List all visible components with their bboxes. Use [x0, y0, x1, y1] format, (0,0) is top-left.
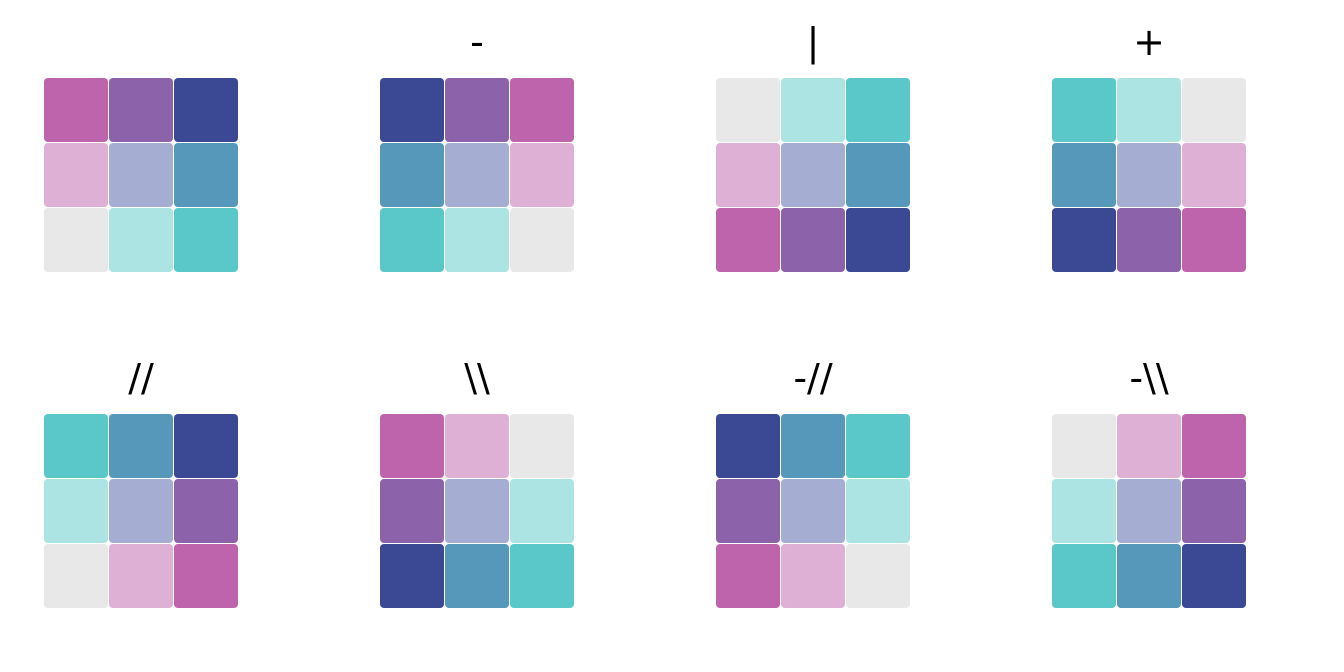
- color-cell: [846, 78, 910, 142]
- color-cell: [109, 208, 173, 272]
- color-cell: [716, 414, 780, 478]
- color-cell: [1117, 78, 1181, 142]
- color-cell: [716, 208, 780, 272]
- color-cell: [1182, 479, 1246, 543]
- color-cell: [1117, 479, 1181, 543]
- color-grid: [44, 414, 238, 608]
- panel-negated-diagonal-backward: -\\: [1052, 348, 1246, 608]
- color-cell: [380, 544, 444, 608]
- color-cell: [44, 479, 108, 543]
- color-cell: [380, 479, 444, 543]
- panel-rotate-180: +: [1052, 12, 1246, 272]
- color-cell: [44, 414, 108, 478]
- color-cell: [846, 479, 910, 543]
- color-cell: [445, 479, 509, 543]
- color-cell: [109, 479, 173, 543]
- panel-flip-horizontal: -: [380, 12, 574, 272]
- color-cell: [44, 208, 108, 272]
- panel-negated-diagonal-forward: -//: [716, 348, 910, 608]
- panel-flip-vertical: |: [716, 12, 910, 272]
- panel-label: //: [128, 356, 154, 400]
- color-cell: [44, 143, 108, 207]
- color-cell: [781, 544, 845, 608]
- color-cell: [1052, 143, 1116, 207]
- color-cell: [781, 414, 845, 478]
- color-cell: [781, 78, 845, 142]
- color-cell: [174, 544, 238, 608]
- color-cell: [174, 143, 238, 207]
- color-cell: [445, 544, 509, 608]
- color-cell: [1052, 479, 1116, 543]
- color-cell: [510, 208, 574, 272]
- color-cell: [445, 208, 509, 272]
- panel-label: +: [1133, 20, 1165, 64]
- color-cell: [846, 208, 910, 272]
- color-cell: [174, 479, 238, 543]
- color-cell: [1182, 414, 1246, 478]
- color-grid: [1052, 414, 1246, 608]
- color-cell: [1182, 143, 1246, 207]
- color-cell: [1117, 208, 1181, 272]
- color-cell: [716, 544, 780, 608]
- color-cell: [1182, 78, 1246, 142]
- color-cell: [445, 414, 509, 478]
- color-cell: [716, 479, 780, 543]
- color-cell: [174, 208, 238, 272]
- color-cell: [1117, 544, 1181, 608]
- color-cell: [1182, 544, 1246, 608]
- panel-label: |: [806, 20, 820, 64]
- panel-label: -\\: [1129, 356, 1169, 400]
- color-cell: [846, 143, 910, 207]
- color-grid: [380, 78, 574, 272]
- color-grid: [380, 414, 574, 608]
- color-cell: [510, 414, 574, 478]
- color-cell: [445, 143, 509, 207]
- color-cell: [380, 208, 444, 272]
- color-grid: [716, 78, 910, 272]
- panel-label: \\: [464, 356, 490, 400]
- color-cell: [510, 78, 574, 142]
- color-cell: [1182, 208, 1246, 272]
- color-cell: [846, 544, 910, 608]
- color-cell: [716, 143, 780, 207]
- color-cell: [781, 479, 845, 543]
- panel-diagonal-forward: //: [44, 348, 238, 608]
- color-cell: [174, 78, 238, 142]
- color-cell: [1117, 414, 1181, 478]
- color-cell: [1052, 544, 1116, 608]
- color-cell: [781, 143, 845, 207]
- color-cell: [380, 143, 444, 207]
- panel-original: [44, 12, 238, 272]
- color-cell: [109, 78, 173, 142]
- color-cell: [846, 414, 910, 478]
- color-cell: [510, 143, 574, 207]
- panel-diagonal-backward: \\: [380, 348, 574, 608]
- panel-label: -: [470, 20, 484, 64]
- color-grid: [1052, 78, 1246, 272]
- panel-label: -//: [793, 356, 833, 400]
- color-cell: [109, 143, 173, 207]
- color-cell: [510, 479, 574, 543]
- color-cell: [1052, 78, 1116, 142]
- color-cell: [1052, 414, 1116, 478]
- color-cell: [510, 544, 574, 608]
- color-cell: [109, 414, 173, 478]
- color-cell: [1117, 143, 1181, 207]
- color-grid: [44, 78, 238, 272]
- color-cell: [109, 544, 173, 608]
- color-cell: [174, 414, 238, 478]
- color-cell: [44, 544, 108, 608]
- color-cell: [781, 208, 845, 272]
- color-cell: [380, 414, 444, 478]
- color-cell: [44, 78, 108, 142]
- color-cell: [716, 78, 780, 142]
- color-cell: [1052, 208, 1116, 272]
- color-cell: [445, 78, 509, 142]
- color-cell: [380, 78, 444, 142]
- color-grid: [716, 414, 910, 608]
